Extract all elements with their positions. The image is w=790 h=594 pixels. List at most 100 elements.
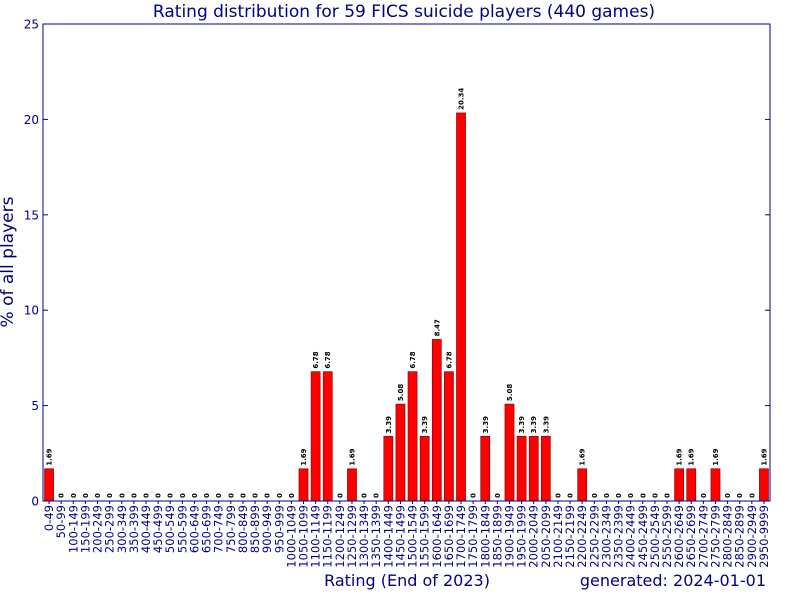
data-label: 1.69 (348, 448, 356, 465)
data-label: 0 (615, 493, 623, 498)
bar (444, 371, 454, 502)
data-label: 0 (130, 493, 138, 498)
bar (540, 436, 551, 502)
data-label: 6.78 (445, 351, 453, 368)
data-label: 1.69 (579, 448, 587, 465)
bar (347, 468, 357, 502)
data-label: 0 (264, 493, 272, 498)
data-label: 0 (748, 493, 756, 498)
bar (759, 468, 769, 502)
x-tick-label: 2550-2599 (660, 505, 674, 568)
x-axis-label: Rating (End of 2023) (324, 571, 490, 590)
x-tick-label: 1500-1549 (406, 505, 420, 568)
data-label: 3.39 (385, 416, 393, 433)
x-tick-label: 2800-2849 (721, 505, 735, 568)
x-tick-label: 150-199 (78, 505, 92, 553)
x-tick-label: 300-349 (115, 505, 129, 553)
bar (419, 436, 430, 502)
data-label: 0 (627, 493, 635, 498)
x-tick-label: 800-849 (236, 505, 250, 553)
x-tick-label: 50-99 (54, 505, 68, 538)
x-tick-label: 2450-2499 (636, 505, 650, 568)
data-label: 0 (58, 493, 66, 498)
bar (322, 371, 333, 502)
data-label: 3.39 (518, 416, 526, 433)
x-tick-label: 1850-1899 (490, 505, 504, 568)
data-label: 5.08 (397, 384, 405, 401)
data-label: 0 (227, 493, 235, 498)
x-tick-label: 2150-2199 (563, 505, 577, 568)
x-tick-label: 900-949 (260, 505, 274, 553)
x-tick-label: 2500-2549 (648, 505, 662, 568)
x-tick-label: 2200-2249 (575, 505, 589, 568)
chart-title: Rating distribution for 59 FICS suicide … (153, 2, 655, 22)
y-tick-label: 10 (24, 304, 39, 318)
data-label: 6.78 (324, 351, 332, 368)
data-label: 0 (179, 493, 187, 498)
data-label: 0 (554, 493, 562, 498)
x-tick-label: 2250-2299 (587, 505, 601, 568)
bar (516, 436, 527, 502)
data-label: 0 (191, 493, 199, 498)
x-tick-label: 1800-1849 (478, 505, 492, 568)
data-label: 0 (361, 493, 369, 498)
data-label: 0 (639, 493, 647, 498)
bar (577, 468, 588, 502)
bar (310, 371, 321, 502)
data-label: 0 (664, 493, 672, 498)
x-tick-label: 550-599 (175, 505, 189, 553)
x-tick-label: 1200-1249 (333, 505, 347, 568)
x-tick-label: 0-49 (42, 505, 56, 531)
bar (504, 403, 515, 502)
x-tick-label: 1900-1949 (502, 505, 516, 568)
data-label: 0 (336, 493, 344, 498)
bar (710, 468, 721, 502)
data-label: 0 (155, 493, 163, 498)
x-tick-label: 650-699 (200, 505, 214, 553)
x-tick-label: 950-999 (272, 505, 286, 553)
x-tick-label: 1050-1099 (297, 505, 311, 568)
x-tick-label: 2400-2449 (624, 505, 638, 568)
x-tick-label: 850-899 (248, 505, 262, 553)
data-label: 0 (494, 493, 502, 498)
x-tick-label: 2350-2399 (612, 505, 626, 568)
data-label: 0 (203, 493, 211, 498)
data-label: 0 (288, 493, 296, 498)
x-tick-label: 1400-1449 (381, 505, 395, 568)
x-tick-label: 100-149 (66, 505, 80, 553)
data-label: 0 (603, 493, 611, 498)
data-label: 0 (373, 493, 381, 498)
bar (431, 339, 442, 502)
y-tick-label: 20 (24, 113, 39, 127)
data-label: 8.47 (433, 319, 441, 336)
data-label: 1.69 (760, 448, 768, 465)
x-tick-label: 1700-1749 (454, 505, 468, 568)
data-label: 0 (118, 493, 126, 498)
data-label: 0 (724, 493, 732, 498)
x-tick-label: 200-249 (91, 505, 105, 553)
y-tick-label: 15 (24, 208, 39, 222)
data-label: 6.78 (312, 351, 320, 368)
bar (383, 436, 394, 502)
data-label: 1.69 (688, 448, 696, 465)
x-tick-label: 1600-1649 (430, 505, 444, 568)
x-tick-label: 2650-2699 (684, 505, 698, 568)
bar (674, 468, 684, 502)
data-label: 0 (215, 493, 223, 498)
bar (528, 436, 539, 502)
x-tick-label: 1650-1699 (442, 505, 456, 568)
data-label: 3.39 (482, 416, 490, 433)
data-label: 0 (94, 493, 102, 498)
y-axis-label: % of all players (0, 196, 18, 327)
data-label: 0 (276, 493, 284, 498)
data-label: 0 (252, 493, 260, 498)
x-tick-label: 600-649 (187, 505, 201, 553)
data-label: 0 (736, 493, 744, 498)
plot-frame (42, 23, 771, 502)
data-labels: 1.690 0 0 0 0 0 0 0 0 0 0 0 0 0 0 0 0 0 0 01.696.78 6.7801.6… (46, 88, 769, 498)
x-tick-label: 2700-2749 (696, 505, 710, 568)
y-tick-label: 0 (31, 495, 39, 509)
y-tick-label: 25 (24, 18, 39, 32)
